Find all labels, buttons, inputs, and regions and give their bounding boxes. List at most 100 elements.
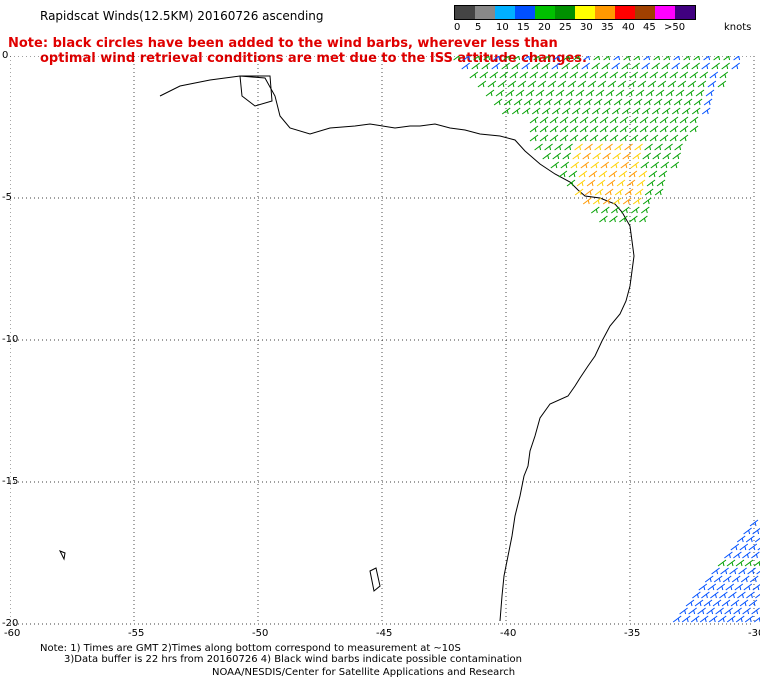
wind-barb <box>663 98 673 106</box>
wind-barb <box>517 80 527 88</box>
wind-barb <box>594 188 604 196</box>
wind-barb <box>697 607 706 615</box>
wind-barb <box>649 134 659 142</box>
wind-barb <box>697 80 707 88</box>
wind-barb <box>535 89 545 97</box>
wind-barb <box>739 543 749 551</box>
wind-barb <box>591 62 600 70</box>
wind-barb <box>581 107 591 115</box>
wind-barb <box>602 152 611 160</box>
legend-label: 15 <box>517 22 530 33</box>
wind-barb <box>611 107 621 115</box>
wind-barb <box>749 575 759 583</box>
wind-barb <box>730 599 740 607</box>
wind-barb <box>721 62 730 70</box>
wind-barb <box>539 116 549 124</box>
wind-barb <box>579 71 589 79</box>
wind-barb <box>643 98 653 106</box>
wind-barb <box>609 215 618 223</box>
wind-barb <box>559 71 569 79</box>
wind-barb <box>653 56 661 61</box>
wind-barb <box>614 143 623 151</box>
legend-swatch <box>495 6 515 19</box>
wind-barb <box>753 617 760 623</box>
wind-barb <box>706 607 715 615</box>
wind-barb <box>735 559 745 567</box>
wind-barb <box>756 570 760 575</box>
wind-barb <box>725 583 735 591</box>
wind-barb <box>583 98 593 106</box>
wind-barb <box>539 134 549 142</box>
wind-barb <box>694 599 704 607</box>
wind-barb <box>547 80 557 88</box>
x-tick-label: -50 <box>252 628 269 639</box>
wind-barb <box>558 170 568 178</box>
legend-swatch <box>595 6 615 19</box>
wind-barb <box>596 179 606 187</box>
wind-barb <box>619 71 629 79</box>
wind-barb <box>672 152 681 160</box>
wind-barb <box>534 143 543 151</box>
wind-barb <box>569 125 579 133</box>
wind-barb <box>497 80 507 88</box>
wind-barb <box>591 206 600 214</box>
wind-barb <box>561 107 571 115</box>
wind-barb <box>652 152 661 160</box>
wind-barb <box>582 152 591 160</box>
wind-barb <box>632 152 641 160</box>
wind-barb <box>629 116 639 124</box>
wind-barb <box>473 56 481 61</box>
wind-barb <box>753 560 760 567</box>
wind-barb <box>549 116 559 124</box>
wind-barb <box>695 89 705 97</box>
wind-barb <box>574 188 584 196</box>
legend-label: >50 <box>664 22 686 33</box>
wind-barb <box>738 567 747 575</box>
wind-barb <box>717 559 727 567</box>
wind-barb <box>619 125 629 133</box>
wind-barb <box>569 71 579 79</box>
wind-barb <box>653 98 663 106</box>
wind-barb <box>726 559 736 567</box>
legend-label: 25 <box>559 22 572 33</box>
wind-barb <box>562 152 571 160</box>
wind-barb <box>584 143 593 151</box>
legend-label: 10 <box>496 22 509 33</box>
wind-barb <box>707 583 717 591</box>
wind-barb <box>487 80 497 88</box>
wind-barb <box>746 591 755 599</box>
legend-label: 5 <box>475 22 482 33</box>
wind-barb <box>654 188 664 196</box>
wind-barb <box>629 125 639 133</box>
wind-barb <box>735 615 745 623</box>
wind-barb <box>733 56 741 61</box>
wind-barb <box>605 89 615 97</box>
wind-barb <box>721 599 731 607</box>
wind-barb <box>579 134 589 142</box>
wind-barb <box>584 188 594 196</box>
wind-barb <box>609 134 619 142</box>
wind-barb <box>701 107 711 115</box>
wind-barb <box>744 615 754 623</box>
wind-barb <box>724 607 733 615</box>
wind-barb <box>551 107 561 115</box>
wind-barb <box>551 62 560 70</box>
wind-barb <box>539 125 549 133</box>
wind-barb <box>635 89 645 97</box>
wind-barb <box>549 71 559 79</box>
wind-barb <box>599 125 609 133</box>
wind-barb <box>574 143 583 151</box>
wind-barb <box>674 143 683 151</box>
wind-barb <box>742 607 751 615</box>
wind-barb <box>493 56 501 61</box>
wind-barb <box>648 170 658 178</box>
wind-barb <box>575 89 585 97</box>
x-tick-label: -35 <box>624 628 641 639</box>
wind-barb <box>661 107 671 115</box>
wind-barb <box>541 107 551 115</box>
wind-barb <box>564 143 573 151</box>
wind-barb <box>589 125 599 133</box>
island <box>239 75 273 107</box>
wind-barb <box>612 152 621 160</box>
wind-barb <box>703 599 713 607</box>
